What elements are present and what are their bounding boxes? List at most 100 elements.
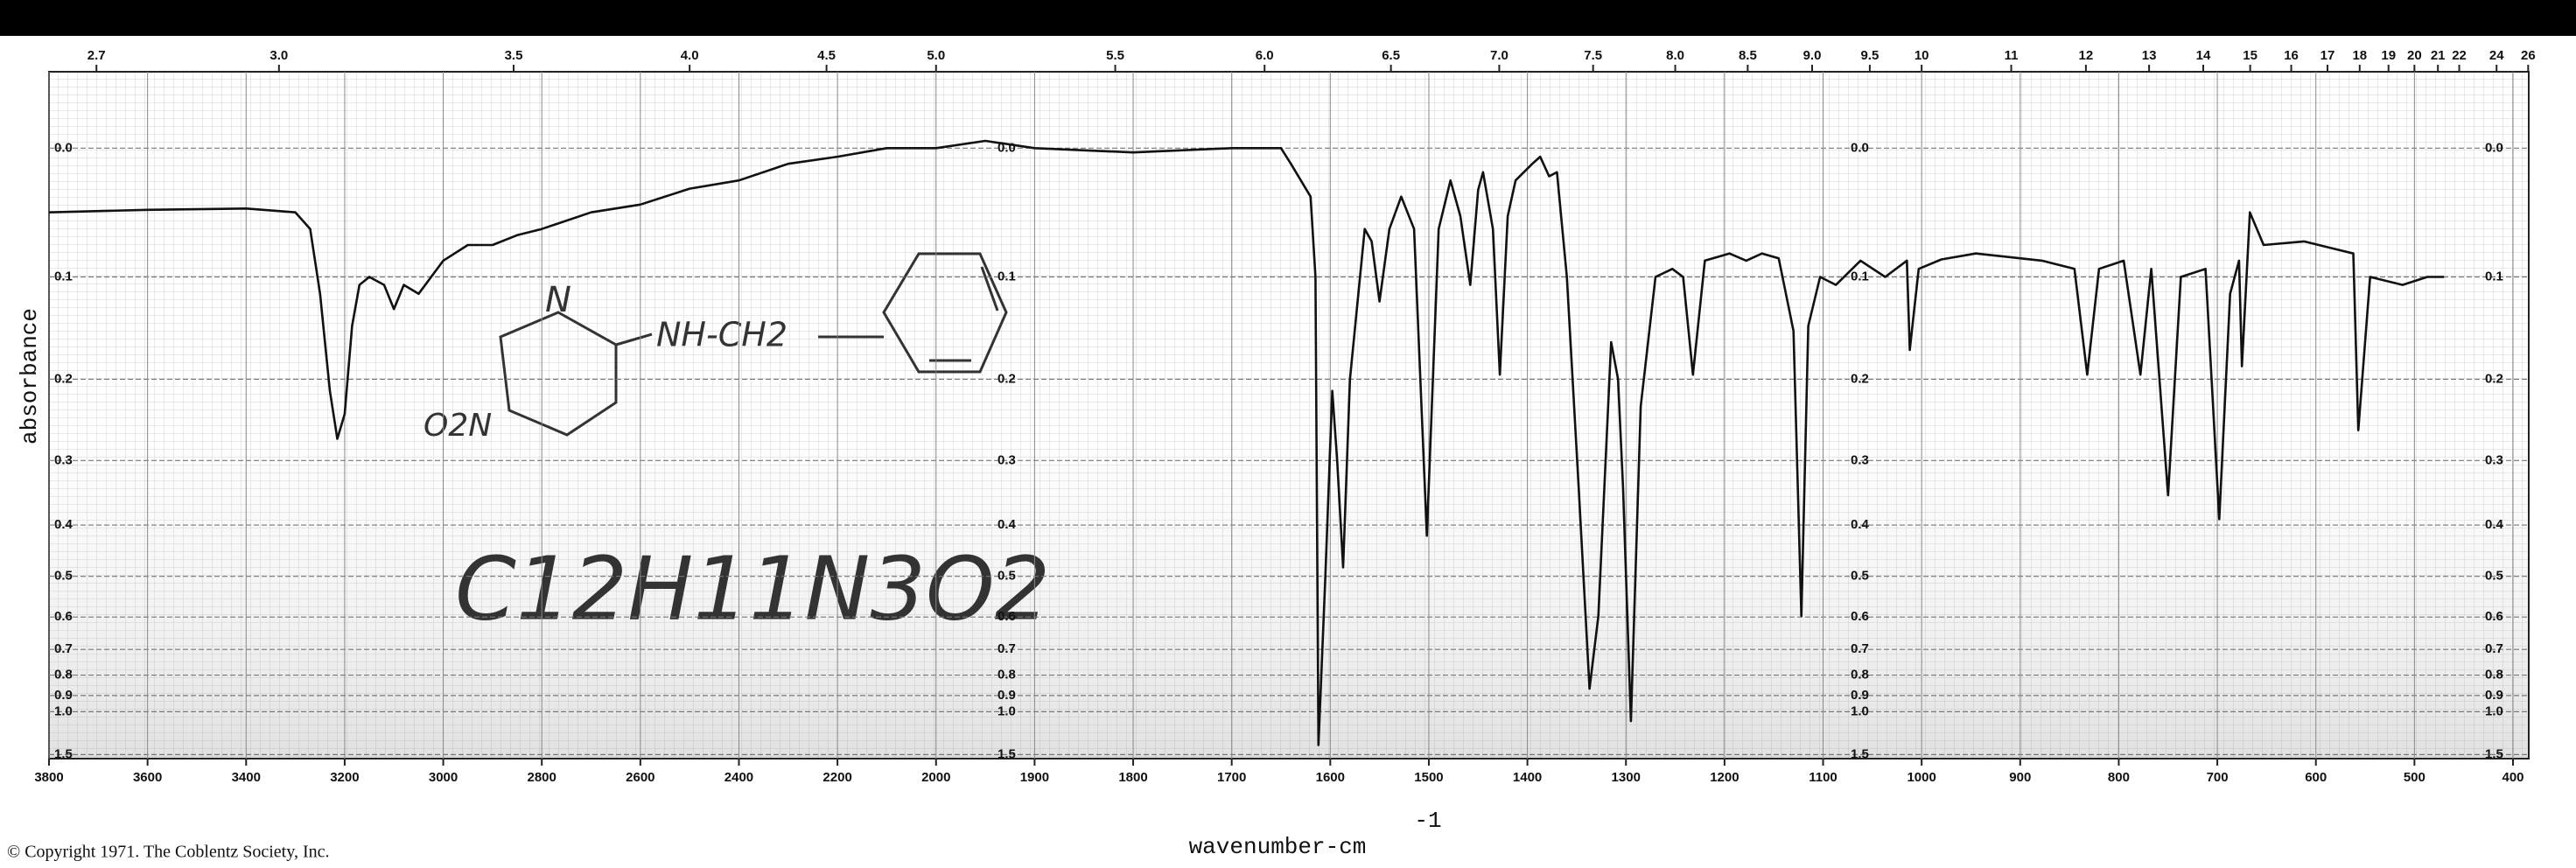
y-tick-label: 0.5 bbox=[1851, 569, 1869, 584]
x-tick-label: 2800 bbox=[528, 770, 556, 785]
y-tick-label: 0.3 bbox=[1851, 452, 1869, 467]
y-tick-label: 0.9 bbox=[2485, 688, 2503, 703]
top-tick-label: 8.5 bbox=[1739, 48, 1757, 63]
y-tick-label: 0.7 bbox=[1851, 641, 1869, 656]
formula: C12H11N3O2 bbox=[455, 537, 1050, 640]
x-tick-label: 3200 bbox=[330, 770, 359, 785]
top-tick-label: 5.5 bbox=[1106, 48, 1124, 63]
x-axis-label: wavenumber-cm bbox=[1189, 834, 1367, 860]
y-tick-label: 1.5 bbox=[1851, 746, 1869, 761]
top-tick-label: 6.5 bbox=[1382, 48, 1400, 63]
plot-shade bbox=[49, 350, 2529, 759]
x-tick-label: 2400 bbox=[724, 770, 753, 785]
top-tick-label: 4.0 bbox=[681, 48, 699, 63]
top-tick-label: 17 bbox=[2320, 48, 2335, 63]
y-tick-label: 1.0 bbox=[998, 704, 1016, 718]
x-tick-label: 700 bbox=[2207, 770, 2229, 785]
x-tick-label: 900 bbox=[2009, 770, 2031, 785]
x-tick-label: 2600 bbox=[626, 770, 654, 785]
top-tick-label: 19 bbox=[2381, 48, 2396, 63]
top-tick-label: 4.5 bbox=[817, 48, 836, 63]
x-tick-label: 800 bbox=[2108, 770, 2130, 785]
x-tick-label: 3800 bbox=[34, 770, 63, 785]
top-tick-label: 7.5 bbox=[1584, 48, 1602, 63]
y-tick-label: 0.6 bbox=[2485, 609, 2503, 624]
y-tick-label: 0.5 bbox=[998, 569, 1016, 584]
y-tick-label: 1.0 bbox=[1851, 704, 1869, 718]
x-tick-label: 1700 bbox=[1217, 770, 1246, 785]
structure-label: N bbox=[545, 280, 571, 320]
y-tick-label: 0.2 bbox=[54, 371, 73, 386]
pyridine-ring bbox=[499, 311, 618, 437]
y-tick-label: 1.5 bbox=[54, 746, 73, 761]
top-tick-label: 9.5 bbox=[1860, 48, 1879, 63]
y-tick-label: 0.3 bbox=[2485, 452, 2503, 467]
top-tick-label: 14 bbox=[2196, 48, 2211, 63]
spectrum-line bbox=[48, 139, 2445, 746]
top-tick-label: 2.7 bbox=[88, 48, 106, 63]
x-tick-label: 1000 bbox=[1907, 770, 1936, 785]
top-tick-label: 6.0 bbox=[1256, 48, 1274, 63]
top-tick-label: 10 bbox=[1914, 48, 1929, 63]
y-tick-label: 0.8 bbox=[54, 668, 73, 682]
y-tick-label: 0.5 bbox=[2485, 569, 2503, 584]
y-tick-label: 0.8 bbox=[1851, 668, 1869, 682]
y-tick-label: 0.2 bbox=[2485, 371, 2503, 386]
top-tick-label: 3.0 bbox=[270, 48, 288, 63]
top-tick-label: 15 bbox=[2243, 48, 2258, 63]
top-tick-label: 24 bbox=[2489, 48, 2504, 63]
y-tick-label: 1.0 bbox=[2485, 704, 2503, 718]
x-tick-label: 1200 bbox=[1710, 770, 1739, 785]
y-tick-label: 0.9 bbox=[1851, 688, 1869, 703]
y-tick-label: 0.4 bbox=[1851, 517, 1870, 532]
y-tick-label: 0.7 bbox=[54, 641, 73, 656]
y-tick-label: 1.5 bbox=[998, 746, 1016, 761]
structure-label: O2N bbox=[424, 408, 492, 444]
y-tick-label: 0.4 bbox=[2485, 517, 2504, 532]
top-tick-label: 11 bbox=[2005, 48, 2019, 63]
x-tick-label: 600 bbox=[2305, 770, 2327, 785]
y-tick-label: 0.9 bbox=[54, 688, 73, 703]
top-tick-label: 3.5 bbox=[505, 48, 523, 63]
top-tick-label: 16 bbox=[2284, 48, 2299, 63]
top-tick-label: 20 bbox=[2407, 48, 2422, 63]
y-tick-label: 0.0 bbox=[1851, 140, 1869, 155]
x-tick-label: 1800 bbox=[1118, 770, 1147, 785]
top-tick-label: 12 bbox=[2079, 48, 2094, 63]
top-tick-label: 26 bbox=[2521, 48, 2536, 63]
x-tick-label: 1300 bbox=[1612, 770, 1641, 785]
x-axis-label-superscript: -1 bbox=[1414, 808, 1441, 834]
y-tick-label: 0.1 bbox=[998, 269, 1016, 284]
x-tick-label: 1900 bbox=[1020, 770, 1049, 785]
x-tick-label: 3000 bbox=[429, 770, 458, 785]
top-band bbox=[0, 0, 2576, 36]
y-tick-label: 0.3 bbox=[54, 452, 73, 467]
y-tick-label: 1.0 bbox=[54, 704, 73, 718]
top-tick-label: 13 bbox=[2142, 48, 2157, 63]
structure-label: NH-CH2 bbox=[656, 316, 788, 354]
x-tick-label: 2200 bbox=[822, 770, 851, 785]
benzene-ring bbox=[882, 252, 1008, 374]
top-tick-label: 22 bbox=[2452, 48, 2467, 63]
y-tick-label: 0.6 bbox=[1851, 609, 1869, 624]
x-tick-label: 3400 bbox=[232, 770, 261, 785]
y-tick-label: 0.1 bbox=[1851, 269, 1869, 284]
top-tick-label: 18 bbox=[2352, 48, 2367, 63]
y-tick-label: 0.9 bbox=[998, 688, 1016, 703]
y-tick-label: 0.4 bbox=[998, 517, 1017, 532]
x-tick-label: 400 bbox=[2502, 770, 2524, 785]
y-tick-label: 0.4 bbox=[54, 517, 74, 532]
top-tick-label: 7.0 bbox=[1490, 48, 1508, 63]
bond bbox=[615, 332, 653, 346]
y-tick-label: 1.5 bbox=[2485, 746, 2503, 761]
x-tick-label: 2000 bbox=[921, 770, 950, 785]
x-tick-label: 500 bbox=[2404, 770, 2426, 785]
y-tick-label: 0.1 bbox=[2485, 269, 2503, 284]
x-tick-label: 1600 bbox=[1316, 770, 1345, 785]
y-tick-label: 0.3 bbox=[998, 452, 1016, 467]
y-tick-label: 0.8 bbox=[998, 668, 1016, 682]
top-tick-label: 9.0 bbox=[1803, 48, 1822, 63]
x-tick-label: 3600 bbox=[133, 770, 162, 785]
structure-drawing bbox=[499, 252, 1008, 437]
